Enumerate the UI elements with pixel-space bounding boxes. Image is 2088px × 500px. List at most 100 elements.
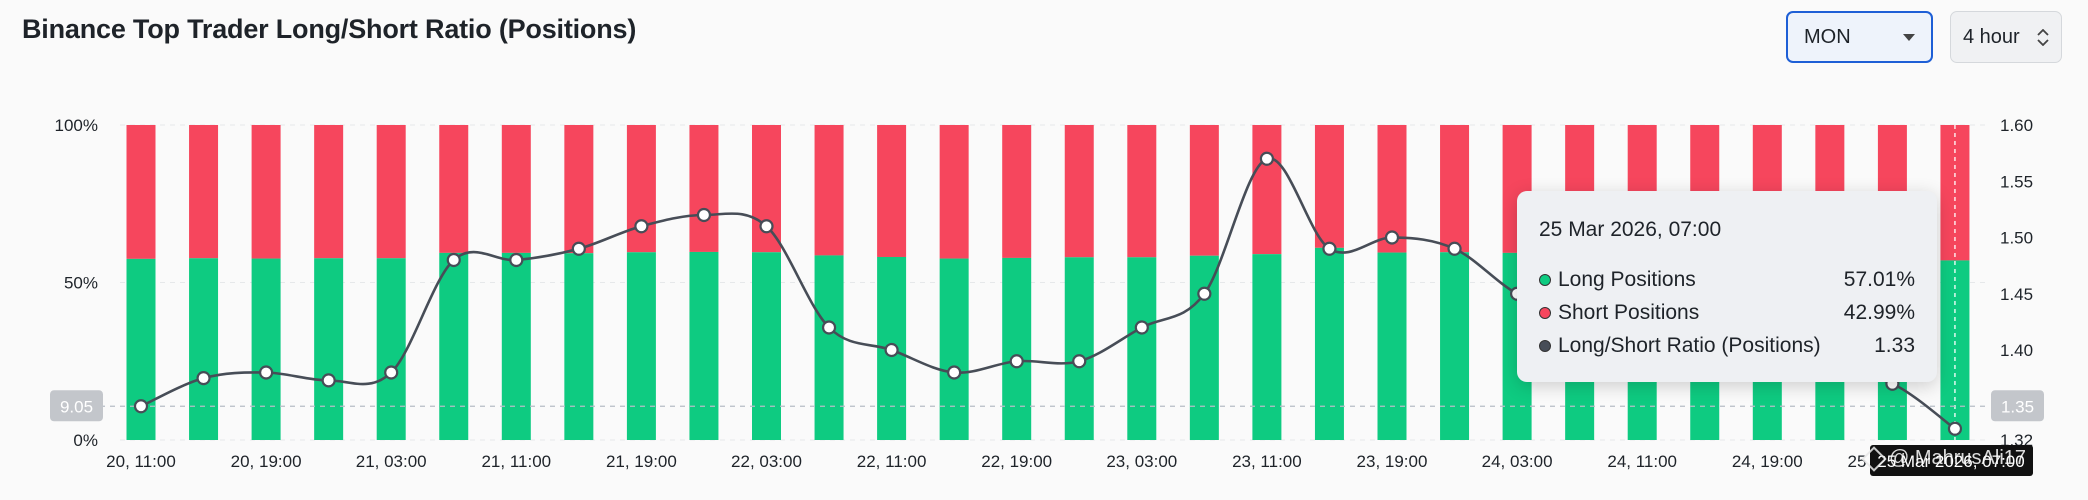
short-bar — [251, 125, 281, 259]
short-bar — [1440, 125, 1470, 253]
short-bar — [689, 125, 719, 252]
tooltip-label: Long Positions — [1558, 267, 1696, 291]
up-down-chevron-icon — [2037, 28, 2049, 46]
ratio-point — [1072, 354, 1087, 369]
ratio-point — [634, 219, 649, 234]
ratio-point — [1947, 421, 1963, 436]
long-bar — [251, 258, 281, 440]
ratio-point — [133, 399, 149, 414]
long-bar — [1127, 257, 1157, 440]
right-crosshair-label: 1.35 — [2001, 397, 2034, 416]
x-tick-label: 23, 11:00 — [1232, 452, 1302, 471]
watermark-text: @ MahrusAli17 — [1889, 447, 2027, 469]
tooltip-row-ratio: Long/Short Ratio (Positions) 1.33 — [1539, 329, 1915, 362]
ratio-point — [571, 241, 586, 256]
x-tick-label: 24, 03:00 — [1482, 452, 1553, 471]
short-bar — [1127, 125, 1157, 258]
ratio-point — [321, 373, 336, 388]
x-tick-label: 23, 19:00 — [1357, 452, 1428, 471]
left-crosshair-label: 9.05 — [60, 397, 93, 416]
long-bar — [1314, 247, 1344, 440]
long-bar — [814, 255, 844, 440]
short-bar — [314, 125, 344, 259]
x-tick-label: 21, 11:00 — [481, 452, 551, 471]
axis-labels: 100%50%0%1.601.551.501.451.401.329.05 1.3… — [50, 116, 2044, 476]
long-bar — [1064, 257, 1094, 440]
ratio-point — [384, 365, 399, 380]
ratio-point — [696, 207, 712, 223]
tooltip-value: 42.99% — [1843, 300, 1915, 324]
x-tick-label: 22, 03:00 — [731, 452, 802, 471]
tooltip-value: 1.33 — [1874, 333, 1915, 357]
long-dot-icon — [1539, 273, 1551, 286]
long-bar — [376, 258, 406, 440]
ratio-point — [1134, 320, 1149, 335]
short-bar — [1314, 125, 1344, 248]
ratio-point — [947, 365, 962, 380]
watermark: @ MahrusAli17 — [1861, 445, 2027, 472]
long-bar — [189, 258, 219, 440]
short-bar — [501, 125, 531, 253]
short-bar — [1189, 125, 1219, 256]
left-crosshair-badge — [50, 390, 103, 422]
long-bar — [1377, 252, 1407, 440]
x-tick-label: 24, 19:00 — [1732, 452, 1803, 471]
tooltip: 25 Mar 2026, 07:00 Long Positions 57.01%… — [1517, 191, 1937, 382]
tooltip-row-short: Short Positions 42.99% — [1539, 296, 1915, 329]
short-bar — [1064, 125, 1094, 258]
short-bar — [564, 125, 594, 254]
long-bar — [939, 258, 969, 440]
right-tick-label: 1.50 — [2000, 229, 2033, 248]
right-tick-label: 1.55 — [2000, 172, 2033, 191]
ratio-point — [1197, 286, 1212, 301]
long-bar — [564, 253, 594, 440]
left-tick-label: 100% — [55, 116, 98, 135]
right-crosshair-badge — [1991, 390, 2044, 422]
x-tick-label: 21, 03:00 — [356, 452, 427, 471]
x-tick-label: 24, 11:00 — [1607, 452, 1677, 471]
long-bar — [439, 252, 469, 440]
long-bar — [1440, 252, 1470, 440]
long-bar — [314, 258, 344, 440]
long-bar — [626, 252, 656, 440]
short-bar — [126, 125, 156, 259]
ratio-point — [259, 365, 274, 380]
long-bar — [752, 252, 781, 440]
long-bar — [1189, 255, 1219, 440]
ratio-point — [1259, 151, 1275, 166]
long-bar — [1252, 254, 1282, 440]
short-dot-icon — [1539, 306, 1551, 319]
x-tick-label: 20, 11:00 — [106, 452, 176, 471]
ratio-point — [1009, 354, 1024, 369]
ratio-point — [759, 219, 774, 234]
x-tick-label: 23, 03:00 — [1106, 452, 1177, 471]
right-tick-label: 1.60 — [2000, 116, 2033, 135]
page-title: Binance Top Trader Long/Short Ratio (Pos… — [22, 14, 637, 44]
symbol-select-value: MON — [1804, 25, 1851, 48]
tooltip-label: Long/Short Ratio (Positions) — [1558, 333, 1821, 357]
ratio-point — [196, 371, 211, 386]
interval-select-value: 4 hour — [1963, 25, 2020, 48]
x-tick-label: 22, 19:00 — [981, 452, 1052, 471]
x-tick-label: 20, 19:00 — [231, 452, 302, 471]
tooltip-label: Short Positions — [1558, 300, 1700, 324]
right-tick-label: 1.45 — [2000, 285, 2033, 304]
crosshair — [100, 125, 1990, 440]
left-tick-label: 50% — [64, 274, 98, 293]
x-tick-label: 22, 11:00 — [857, 452, 927, 471]
ratio-dot-icon — [1539, 339, 1551, 352]
x-tick-label: 25 — [1848, 452, 1867, 471]
long-bar — [1002, 257, 1032, 440]
ratio-point — [446, 252, 461, 268]
short-bar — [1252, 125, 1282, 255]
short-bar — [877, 125, 907, 257]
symbol-select[interactable]: MON — [1786, 11, 1933, 63]
tooltip-row-long: Long Positions 57.01% — [1539, 263, 1915, 296]
tooltip-date: 25 Mar 2026, 07:00 — [1539, 218, 1722, 241]
short-bar — [439, 125, 469, 253]
short-bar — [1002, 125, 1032, 258]
ratio-point — [509, 252, 524, 268]
interval-select[interactable]: 4 hour — [1950, 11, 2062, 63]
chevron-down-icon — [1903, 33, 1915, 41]
short-bar — [376, 125, 406, 259]
